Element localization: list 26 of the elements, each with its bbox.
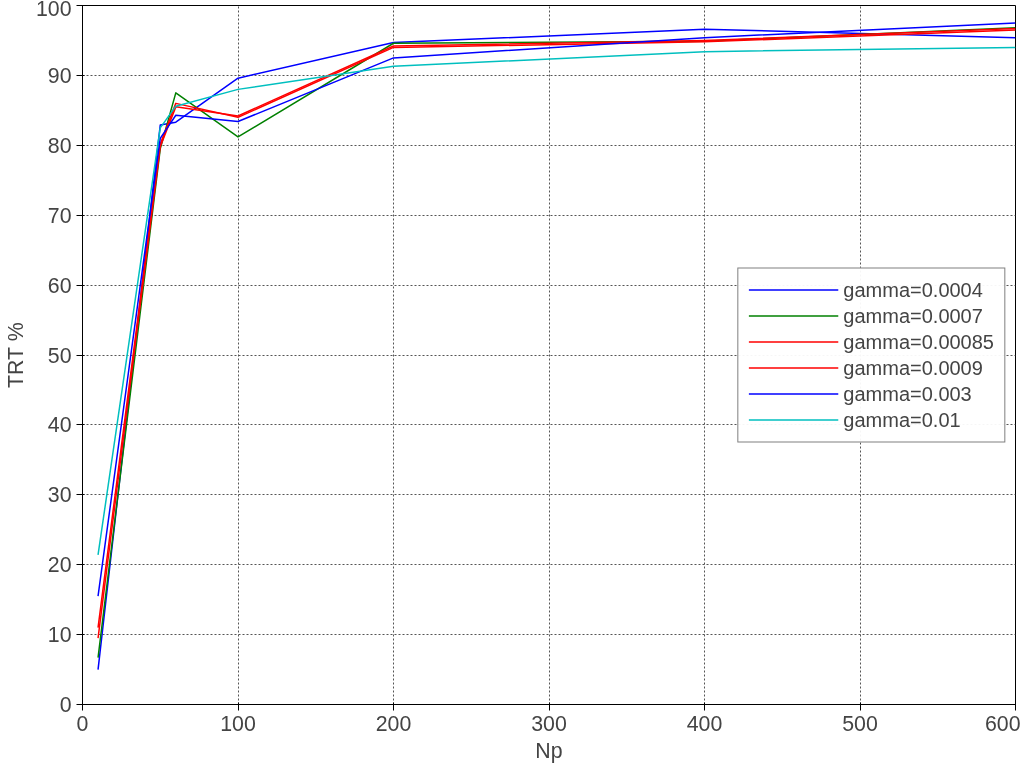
- x-tick-label: 0: [76, 711, 89, 736]
- y-tick-label: 10: [47, 623, 72, 648]
- legend-label: gamma=0.01: [843, 408, 961, 431]
- y-tick-label: 70: [47, 203, 72, 228]
- y-tick-label: 40: [47, 413, 72, 438]
- y-tick-label: 50: [47, 343, 72, 368]
- legend-label: gamma=0.003: [843, 382, 972, 405]
- y-tick-label: 0: [59, 693, 72, 717]
- legend-label: gamma=0.0009: [843, 356, 983, 379]
- y-tick-label: 60: [47, 273, 72, 298]
- x-tick-label: 100: [220, 711, 256, 736]
- x-axis-title: Np: [535, 738, 563, 763]
- legend-label: gamma=0.00085: [843, 330, 994, 353]
- y-tick-label: 80: [47, 133, 72, 158]
- x-tick-label: 500: [842, 711, 878, 736]
- y-tick-label: 20: [47, 553, 72, 578]
- x-tick-label: 200: [375, 711, 412, 736]
- legend-label: gamma=0.0004: [843, 278, 983, 301]
- y-axis-title: TRT %: [3, 322, 28, 388]
- x-tick-label: 600: [984, 711, 1021, 736]
- x-tick-label: 400: [686, 711, 723, 736]
- y-tick-label: 100: [35, 0, 72, 21]
- y-tick-label: 90: [47, 63, 72, 88]
- y-tick-label: 30: [47, 483, 72, 508]
- x-tick-label: 300: [531, 711, 567, 736]
- legend-label: gamma=0.0007: [843, 304, 983, 327]
